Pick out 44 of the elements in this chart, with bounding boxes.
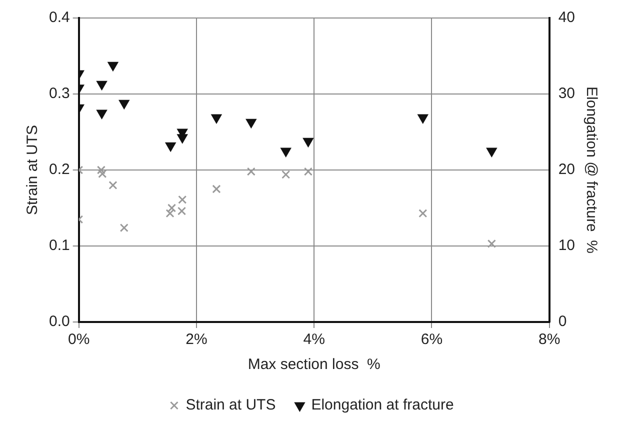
legend-label: Elongation at fracture [311,396,454,414]
point [304,167,312,176]
point [418,209,428,218]
point [108,180,118,190]
point [486,148,497,157]
point [119,100,130,109]
y-tick-label: 0.0 [48,313,70,330]
y-tick-label: 0.4 [48,9,70,26]
point [280,148,291,157]
y-axis-title: Strain at UTS [24,124,42,216]
point [166,142,176,152]
point [96,166,106,174]
y2-tick-label: 10 [558,237,576,254]
point [120,223,128,232]
x-axis-title: Max section loss % [248,356,380,374]
y-tick-label: 0.2 [48,161,70,178]
x-tick-label: 2% [186,331,208,348]
point [246,167,256,176]
y2-tick-label: 20 [558,161,576,178]
point [418,114,428,124]
legend-label: Strain at UTS [186,396,276,414]
y2-tick-label: 0 [558,313,567,330]
point [108,62,118,71]
point [96,110,107,119]
point [282,170,290,179]
x-tick-label: 0% [68,331,90,348]
point [177,206,186,216]
x-tick-label: 4% [303,331,325,348]
point [96,80,107,90]
point [303,138,314,147]
point [212,184,221,194]
y2-tick-label: 30 [558,85,576,102]
point [487,239,496,248]
x-tick-label: 8% [538,331,560,348]
point [98,170,107,178]
y-tick-label: 0.1 [48,237,70,254]
y2-axis-title: Elongation @ fracture % [582,86,600,254]
point [178,195,187,204]
y2-tick-label: 40 [558,9,576,26]
point [246,118,256,128]
point [177,134,188,144]
x-tick-label: 6% [420,331,443,348]
point [211,114,222,124]
y-tick-label: 0.3 [48,85,70,102]
